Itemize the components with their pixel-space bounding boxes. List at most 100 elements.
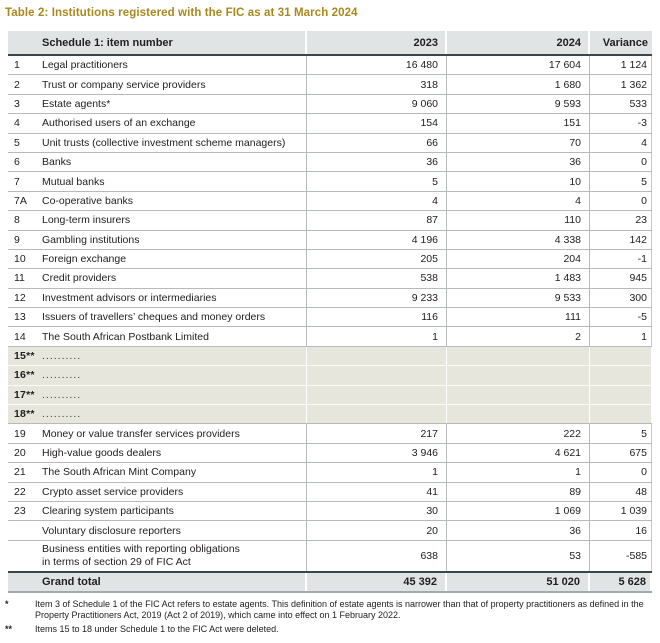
row-2024-value: 17 604 — [447, 56, 590, 75]
row-number: 14 — [14, 330, 26, 343]
row-2023-value: 9 060 — [307, 94, 447, 114]
row-2023-value: 1 — [307, 463, 447, 482]
row-2023-value: 3 946 — [307, 443, 447, 463]
row-2024-value: 9 533 — [447, 288, 590, 308]
row-number: 18** — [14, 408, 35, 421]
row-label: High-value goods dealers — [36, 443, 307, 463]
row-2023-value: 318 — [307, 75, 447, 94]
row-number — [8, 573, 36, 591]
table-row: 7 Mutual banks 5 10 5 — [8, 172, 652, 192]
fic-registrations-table: Schedule 1: item number 2023 2024 Varian… — [8, 31, 652, 593]
table-row: 10 Foreign exchange 205 204 -1 — [8, 249, 652, 270]
row-2024-value: 4 — [447, 191, 590, 211]
row-2024-value: 2 — [447, 327, 590, 346]
row-variance-value: 5 — [590, 424, 652, 443]
row-variance-value: 1 362 — [590, 75, 652, 94]
row-2024-value: 89 — [447, 482, 590, 501]
row-2023-value: 9 233 — [307, 288, 447, 308]
row-label: Foreign exchange — [36, 249, 307, 269]
row-label: Issuers of travellers’ cheques and money… — [36, 308, 307, 327]
row-variance-value: -3 — [590, 114, 652, 133]
row-number: 11 — [14, 272, 25, 285]
row-label: .......... — [36, 366, 307, 385]
row-label: Estate agents* — [36, 94, 307, 114]
row-number: 5 — [14, 136, 20, 149]
row-number: 20 — [14, 447, 26, 459]
row-2024-value: 70 — [447, 133, 590, 152]
row-2023-value — [307, 346, 447, 366]
row-number: 2 — [14, 78, 20, 91]
row-2024-value: 53 — [447, 540, 590, 571]
row-variance-value: -5 — [590, 308, 652, 327]
row-2023-value: 5 — [307, 172, 447, 191]
table-row: 17**.......... — [8, 385, 652, 406]
row-variance-value: 945 — [590, 269, 652, 288]
row-variance-value: 23 — [590, 211, 652, 230]
row-label: Co-operative banks — [36, 191, 307, 211]
row-variance-value: -585 — [590, 540, 652, 571]
row-2024-value: 36 — [447, 521, 590, 540]
table-row: 15**.......... — [8, 346, 652, 367]
row-2024-value: 4 338 — [447, 230, 590, 249]
grand-total-2023: 45 392 — [307, 572, 447, 591]
grand-total-row: Grand total 45 392 51 020 5 628 — [8, 570, 652, 593]
row-label: Gambling institutions — [36, 230, 307, 249]
row-number: 8 — [14, 214, 20, 227]
row-variance-value: -1 — [590, 249, 652, 269]
row-label: Legal practitioners — [36, 56, 307, 75]
row-number: 4 — [14, 117, 20, 130]
row-2023-value: 217 — [307, 424, 447, 443]
row-number: 16** — [14, 369, 35, 382]
table-row: 7A Co-operative banks 4 4 0 — [8, 191, 652, 212]
row-2023-value: 638 — [307, 540, 447, 571]
row-number: 1 — [14, 59, 20, 72]
row-2024-value — [447, 366, 590, 385]
row-label: Crypto asset service providers — [36, 482, 307, 501]
row-2024-value: 9 593 — [447, 94, 590, 114]
header-item-number: Schedule 1: item number — [8, 31, 307, 54]
row-2024-value: 222 — [447, 424, 590, 443]
row-2024-value: 4 621 — [447, 443, 590, 463]
row-2023-value: 4 — [307, 191, 447, 211]
row-2023-value: 205 — [307, 249, 447, 269]
table-row: Business entities with reporting obligat… — [8, 540, 652, 571]
footnote-text: Items 15 to 18 under Schedule 1 to the F… — [35, 623, 279, 634]
table-row: 19 Money or value transfer services provi… — [8, 424, 652, 444]
row-2023-value: 20 — [307, 521, 447, 540]
table-row: 1 Legal practitioners 16 480 17 604 1 124 — [8, 56, 652, 76]
grand-total-label: Grand total — [36, 572, 307, 591]
table-body: 1 Legal practitioners 16 480 17 604 1 124 2 Tr… — [8, 56, 652, 571]
row-2024-value — [447, 405, 590, 424]
table-row: 8 Long-term insurers 87 110 23 — [8, 211, 652, 231]
row-label: .......... — [36, 346, 307, 366]
row-variance-value — [590, 405, 652, 424]
row-number: 21 — [14, 466, 26, 479]
row-2023-value: 538 — [307, 269, 447, 288]
header-2024: 2024 — [447, 31, 590, 54]
row-variance-value: 142 — [590, 230, 652, 249]
row-number: 22 — [14, 485, 26, 498]
row-variance-value — [590, 385, 652, 405]
row-variance-value: 675 — [590, 443, 652, 463]
row-number: 9 — [14, 233, 20, 246]
footnote-marker: * — [5, 598, 9, 609]
row-2023-value: 87 — [307, 211, 447, 230]
table-row: 14 The South African Postbank Limited 1 2 1 — [8, 327, 652, 347]
table-header-row: Schedule 1: item number 2023 2024 Varian… — [8, 31, 652, 56]
row-label: Authorised users of an exchange — [36, 114, 307, 133]
row-label: Mutual banks — [36, 172, 307, 191]
row-label: Credit providers — [36, 269, 307, 288]
row-variance-value: 4 — [590, 133, 652, 152]
row-variance-value: 16 — [590, 521, 652, 540]
row-number: 3 — [14, 97, 20, 110]
row-number: 6 — [14, 156, 20, 169]
footnote: ** Items 15 to 18 under Schedule 1 to the… — [5, 624, 655, 636]
row-variance-value — [590, 366, 652, 385]
row-2024-value: 1 069 — [447, 501, 590, 521]
row-label: .......... — [36, 405, 307, 424]
row-number: 12 — [14, 291, 26, 304]
table-row: 11 Credit providers 538 1 483 945 — [8, 269, 652, 289]
row-2023-value — [307, 405, 447, 424]
row-number: 19 — [14, 427, 26, 440]
row-number — [8, 541, 36, 571]
